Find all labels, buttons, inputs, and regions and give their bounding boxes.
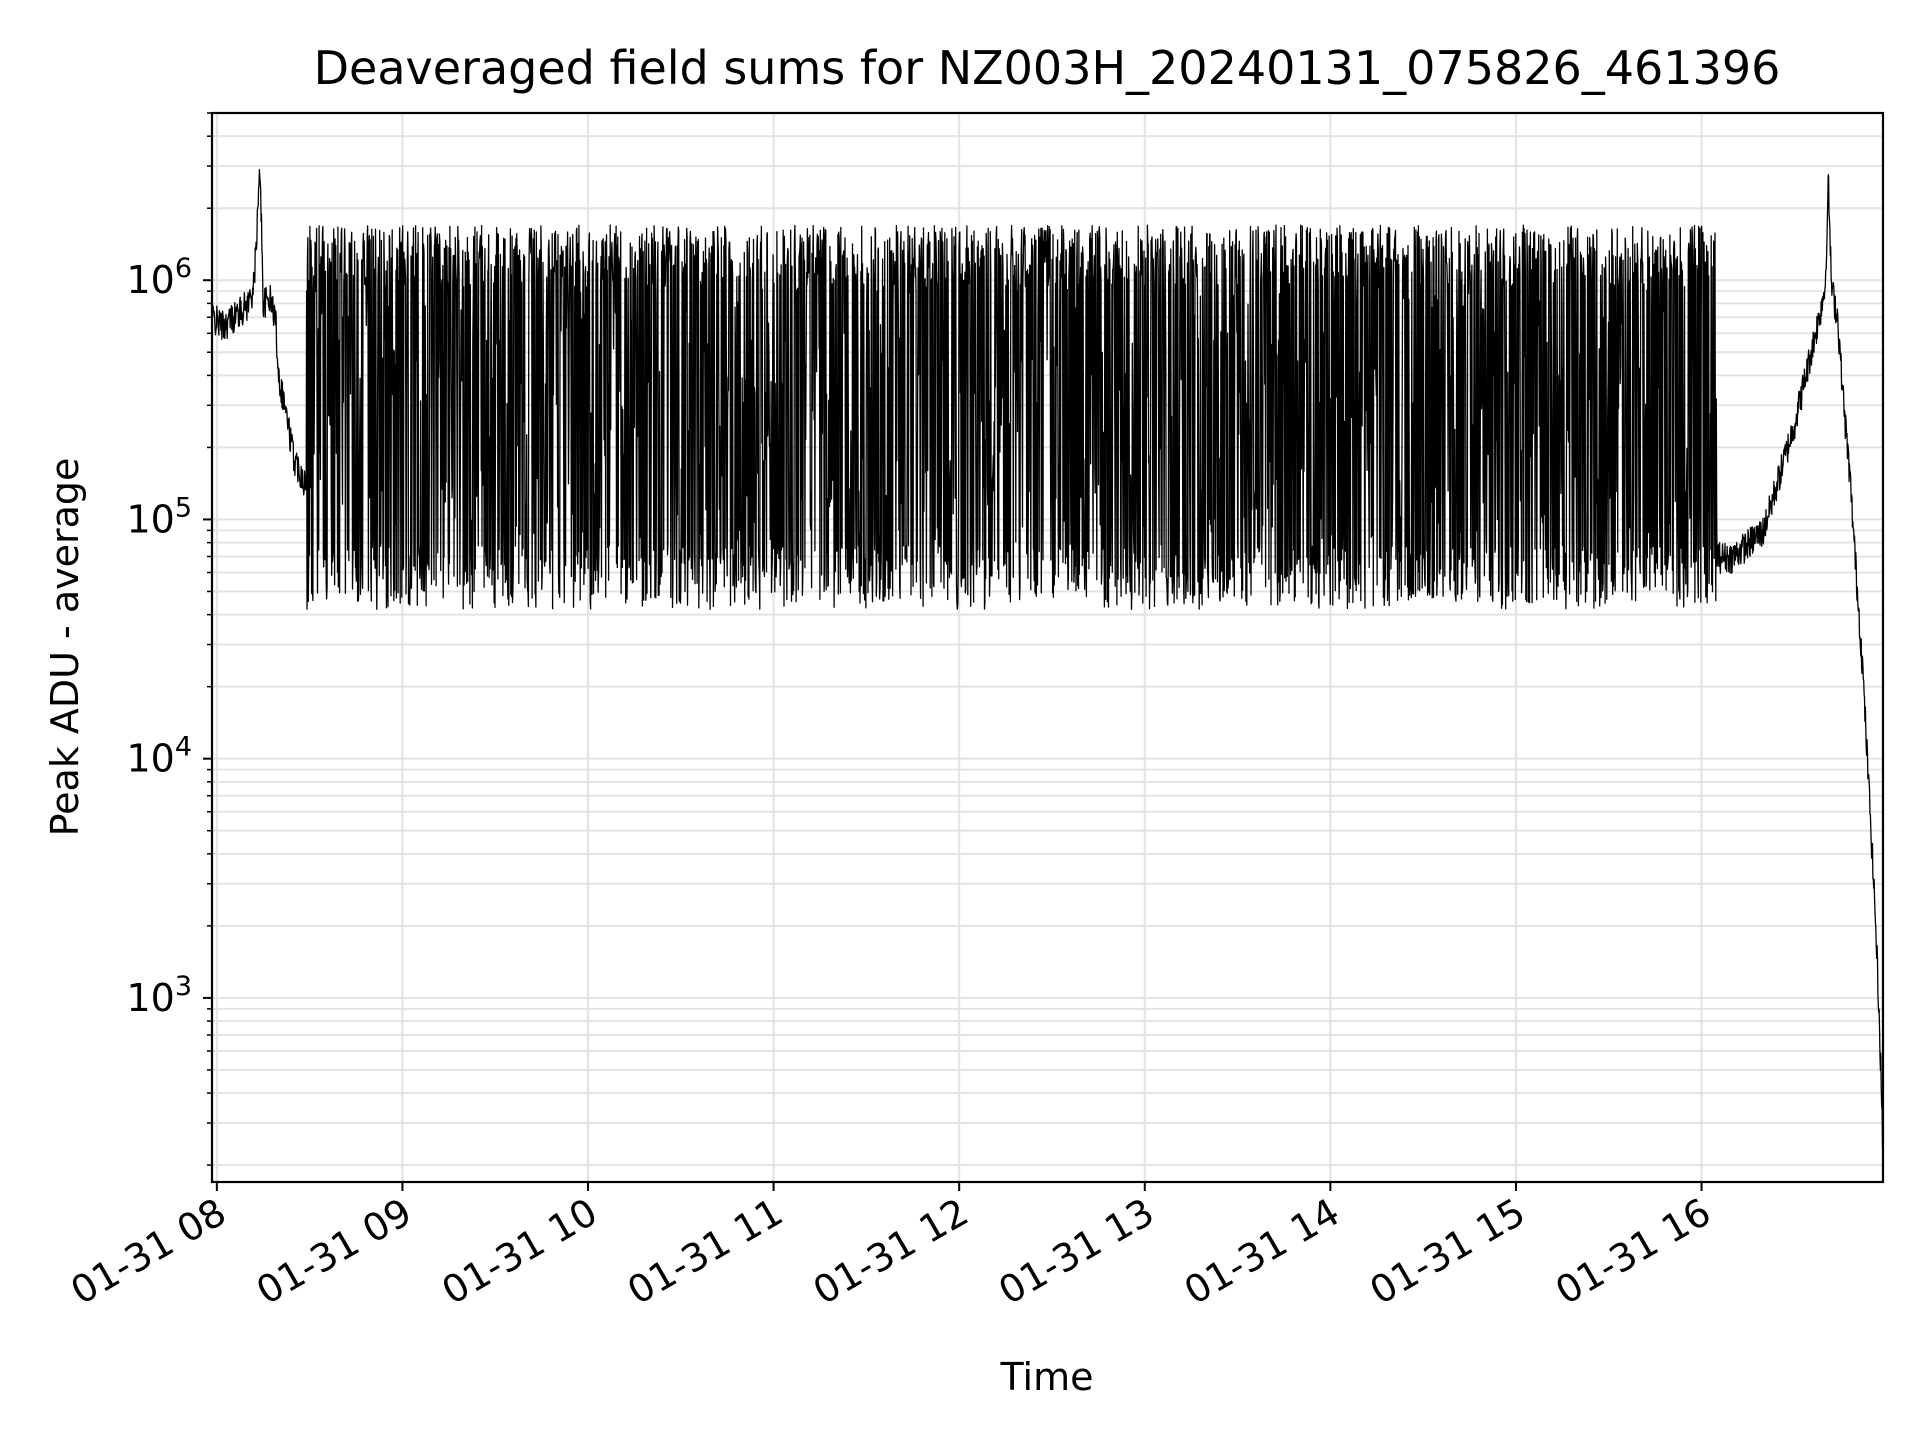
- plot-frame: [210, 111, 1885, 1184]
- x-tick-label: 01-31 11: [620, 1190, 790, 1314]
- x-tick-label: 01-31 12: [806, 1190, 976, 1314]
- x-tick-label: 01-31 16: [1548, 1190, 1718, 1314]
- plot-area: [211, 168, 1884, 1148]
- y-tick-label: 105: [126, 492, 192, 541]
- y-tick-label: 106: [126, 253, 192, 302]
- chart-title: Deaveraged field sums for NZ003H_2024013…: [314, 41, 1781, 95]
- x-tick-label: 01-31 15: [1362, 1190, 1532, 1314]
- series-line: [211, 168, 1884, 1148]
- x-axis: 01-31 08 01-31 09 01-31 10 01-31 11 01-31 12…: [63, 1182, 1718, 1313]
- y-axis: 103 104 105 106: [126, 112, 212, 1166]
- x-tick-label: 01-31 13: [991, 1190, 1161, 1314]
- x-tick-label: 01-31 09: [249, 1190, 419, 1314]
- x-tick-label: 01-31 14: [1177, 1190, 1347, 1314]
- y-axis-label: Peak ADU - average: [43, 458, 87, 837]
- x-axis-label: Time: [1000, 1355, 1094, 1399]
- y-tick-label: 104: [126, 732, 192, 781]
- y-tick-label: 103: [126, 971, 192, 1020]
- x-tick-label: 01-31 08: [63, 1190, 233, 1314]
- x-tick-label: 01-31 10: [435, 1190, 605, 1314]
